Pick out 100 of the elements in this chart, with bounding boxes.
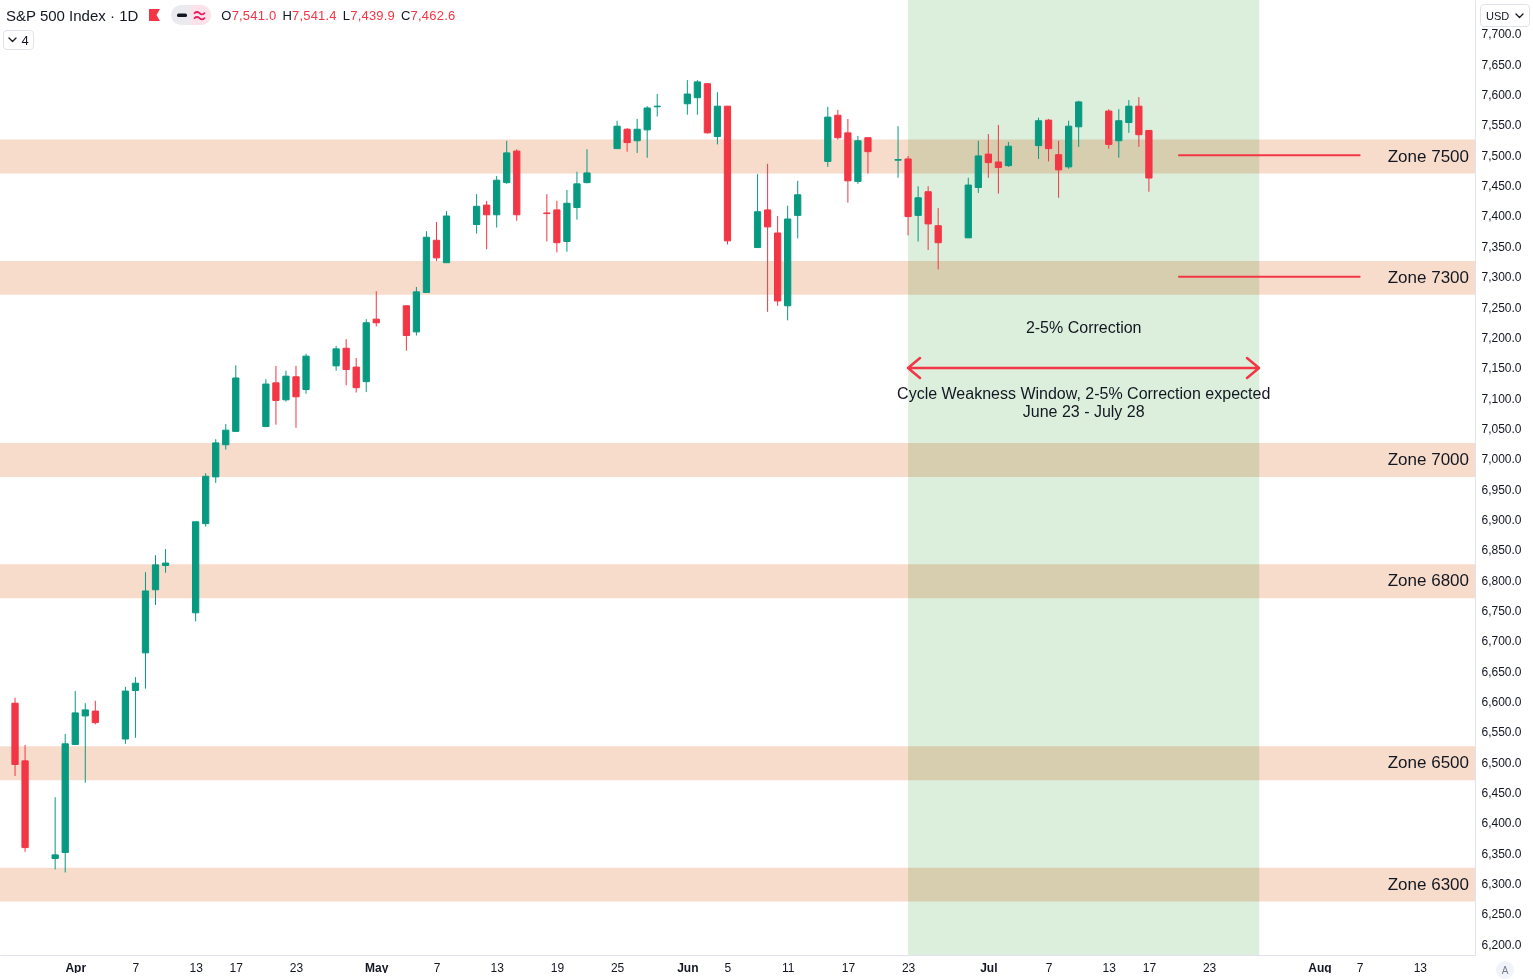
- candlestick: [583, 148, 591, 184]
- y-tick-label: 7,200.0: [1481, 330, 1522, 345]
- y-tick-label: 6,650.0: [1481, 664, 1522, 679]
- candlestick: [763, 163, 772, 313]
- candlestick: [282, 370, 290, 403]
- y-tick-label: 7,150.0: [1481, 361, 1522, 376]
- candlestick: [1004, 141, 1013, 168]
- x-tick-label: 7: [433, 960, 441, 975]
- y-tick-label: 6,950.0: [1481, 482, 1522, 497]
- round-button: A: [1496, 961, 1514, 979]
- annotation: 4: [21, 32, 29, 48]
- y-tick-label: 7,600.0: [1481, 88, 1522, 103]
- candlestick: [161, 548, 170, 574]
- candlestick: [834, 109, 842, 141]
- candlestick: [91, 700, 99, 725]
- y-tick-label: 7,300.0: [1481, 270, 1522, 285]
- y-tick-label: 7,050.0: [1481, 421, 1522, 436]
- y-tick-label: 6,900.0: [1481, 512, 1522, 527]
- x-tick-label: 17: [229, 960, 244, 975]
- candlestick: [432, 221, 441, 262]
- x-tick-label: 13: [490, 960, 505, 975]
- y-tick-label: 7,700.0: [1481, 27, 1522, 42]
- candlestick: [914, 185, 922, 242]
- band-label: 2-5% Correction: [1025, 319, 1142, 336]
- candlestick: [693, 79, 701, 116]
- y-tick-label: 6,700.0: [1481, 634, 1522, 649]
- candlestick: [272, 365, 280, 426]
- y-tick-label: 6,800.0: [1481, 573, 1522, 588]
- candlestick: [864, 137, 872, 175]
- y-tick-label: 7,650.0: [1481, 57, 1522, 72]
- y-tick-label: 6,600.0: [1481, 694, 1522, 709]
- candlestick: [794, 180, 802, 239]
- y-tick-label: 6,300.0: [1481, 876, 1522, 891]
- x-tick-label: 13: [1102, 960, 1117, 975]
- x-tick-label: 11: [781, 960, 795, 975]
- band-label: Zone 7000: [1387, 449, 1469, 469]
- collapse-button: 4: [3, 30, 34, 50]
- x-tick-label: 23: [289, 960, 304, 975]
- candlestick: [894, 125, 902, 179]
- candlestick: [1115, 108, 1123, 159]
- candlestick: [222, 423, 230, 451]
- candlestick: [131, 676, 140, 739]
- candlestick: [352, 357, 360, 394]
- annotation: Cycle Weakness Window, 2-5% Correction expected: [897, 385, 1271, 403]
- x-tick-label: 17: [841, 960, 856, 975]
- x-tick-label: 5: [724, 960, 732, 975]
- y-tick-label: 6,200.0: [1481, 937, 1522, 952]
- y-tick-label: 6,550.0: [1481, 725, 1522, 740]
- x-tick-label: Jun: [677, 960, 699, 975]
- x-tick-label: 13: [189, 960, 204, 975]
- candlestick: [342, 338, 350, 386]
- chart-title: S&P 500 Index · 1D: [6, 6, 139, 24]
- y-tick-label: 6,500.0: [1481, 755, 1522, 770]
- y-tick-label: 7,100.0: [1481, 391, 1522, 406]
- y-tick-label: 6,350.0: [1481, 846, 1522, 861]
- y-tick-label: 6,400.0: [1481, 816, 1522, 831]
- candlestick: [1054, 140, 1063, 199]
- candlestick: [984, 133, 992, 179]
- annotation: June 23 - July 28: [1022, 403, 1145, 421]
- candlestick: [643, 105, 651, 159]
- dropdown-button: USD: [1480, 4, 1530, 27]
- y-tick-label: 7,000.0: [1481, 452, 1522, 467]
- y-tick-label: 7,500.0: [1481, 148, 1522, 163]
- candlestick: [472, 193, 481, 235]
- y-tick-label: 7,250.0: [1481, 300, 1522, 315]
- candlestick: [483, 200, 491, 250]
- annotation: O7,541.0 H7,541.4 L7,439.9 C7,462.6: [221, 7, 456, 23]
- y-tick-label: 6,450.0: [1481, 785, 1522, 800]
- y-tick-label: 6,250.0: [1481, 907, 1522, 922]
- band-label: Zone 6500: [1387, 753, 1469, 773]
- y-tick-label: 7,550.0: [1481, 118, 1522, 133]
- band-label: Zone 7500: [1387, 146, 1469, 166]
- candlestick: [934, 207, 942, 270]
- candlestick: [623, 127, 631, 153]
- band-label: Zone 6800: [1387, 571, 1469, 591]
- candlestick: [51, 796, 59, 870]
- candlestick: [994, 124, 1003, 195]
- y-tick-label: 6,850.0: [1481, 543, 1522, 558]
- x-tick-label: 17: [1142, 960, 1157, 975]
- candlestick: [543, 193, 551, 242]
- candlestick: [372, 290, 380, 327]
- x-tick-label: 19: [550, 960, 565, 975]
- candlestick: [292, 365, 300, 429]
- candlestick: [683, 79, 691, 116]
- y-tick-label: 7,350.0: [1481, 239, 1522, 254]
- candlestick: [613, 120, 621, 150]
- x-tick-label: 7: [1045, 960, 1053, 975]
- band-label: Zone 7300: [1387, 267, 1469, 287]
- x-tick-label: 23: [901, 960, 916, 975]
- candlestick: [573, 171, 581, 221]
- x-tick-label: 25: [610, 960, 625, 975]
- candlestick: [81, 702, 89, 784]
- y-tick-label: 7,450.0: [1481, 179, 1522, 194]
- x-tick-label: 7: [1356, 960, 1364, 975]
- x-tick-label: 13: [1413, 960, 1428, 975]
- band-label: Zone 6300: [1387, 874, 1469, 894]
- x-tick-label: 7: [132, 960, 140, 975]
- candlestick: [633, 118, 641, 154]
- candlestick: [1125, 99, 1133, 134]
- x-tick-label: Jul: [980, 960, 998, 975]
